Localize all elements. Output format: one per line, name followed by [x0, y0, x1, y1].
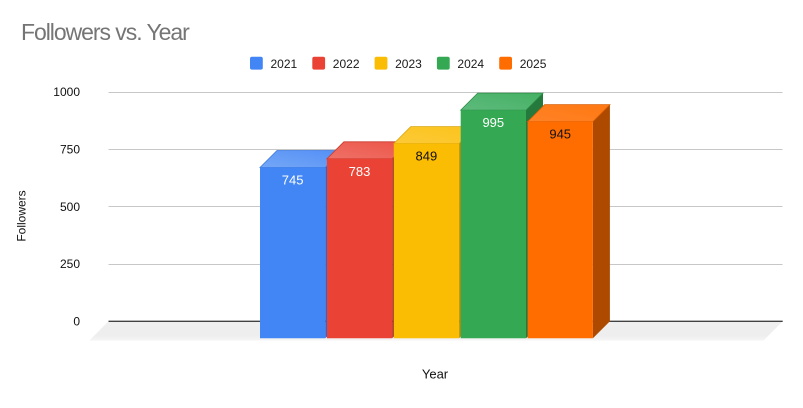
svg-text:945: 945 [549, 127, 571, 142]
svg-text:995: 995 [482, 115, 504, 130]
svg-text:2024: 2024 [457, 57, 484, 71]
svg-text:250: 250 [60, 257, 80, 271]
svg-text:0: 0 [73, 315, 80, 329]
svg-text:783: 783 [349, 164, 371, 179]
svg-text:Year: Year [422, 367, 449, 382]
svg-text:2025: 2025 [520, 57, 547, 71]
svg-text:2022: 2022 [333, 57, 360, 71]
svg-text:849: 849 [416, 149, 438, 164]
svg-text:Followers vs. Year: Followers vs. Year [21, 19, 190, 45]
svg-text:750: 750 [60, 143, 80, 157]
svg-text:Followers: Followers [15, 190, 29, 241]
svg-text:2023: 2023 [395, 57, 422, 71]
svg-text:2021: 2021 [271, 57, 298, 71]
svg-text:1000: 1000 [53, 85, 80, 99]
svg-text:745: 745 [282, 173, 304, 188]
svg-text:500: 500 [60, 200, 80, 214]
